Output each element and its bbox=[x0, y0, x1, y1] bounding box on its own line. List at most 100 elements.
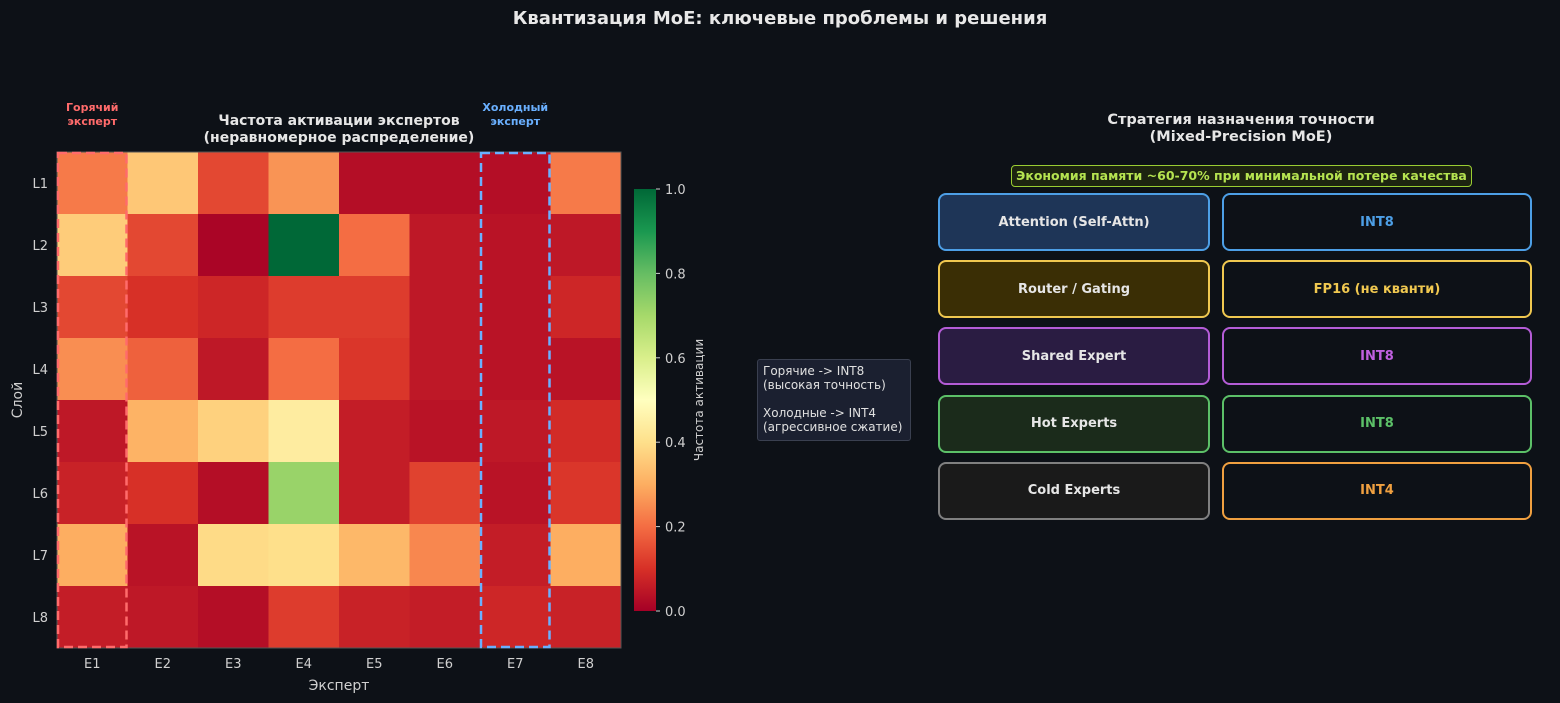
page-title: Квантизация MoE: ключевые проблемы и реш… bbox=[512, 8, 1048, 29]
heatmap-cell bbox=[409, 586, 481, 649]
heatmap-cell bbox=[57, 586, 128, 649]
precision-box: INT8 bbox=[1222, 193, 1532, 251]
y-tick-label: L7 bbox=[32, 549, 48, 564]
y-axis-label: Слой bbox=[10, 382, 26, 418]
heatmap-cell bbox=[550, 214, 622, 277]
precision-label: INT8 bbox=[1360, 214, 1394, 230]
heatmap-cell bbox=[339, 586, 410, 649]
quantization-legend: Горячие -> INT8 (высокая точность) Холод… bbox=[757, 359, 911, 441]
heatmap-cell bbox=[268, 462, 340, 525]
heatmap-cell bbox=[409, 276, 481, 339]
heatmap-cell bbox=[409, 152, 481, 215]
heatmap-cell bbox=[480, 214, 551, 277]
heatmap-cell bbox=[127, 524, 199, 587]
cold-expert-label: Холодный эксперт bbox=[482, 101, 548, 128]
heatmap-cell bbox=[268, 338, 340, 401]
x-tick-label: E1 bbox=[84, 657, 101, 672]
heatmap-cell bbox=[550, 400, 622, 463]
precision-label: INT8 bbox=[1360, 348, 1394, 364]
colorbar-label: Частота активации bbox=[692, 339, 706, 461]
colorbar-tick-label: 1.0 bbox=[665, 183, 686, 198]
legend-hot-line: Горячие -> INT8 bbox=[763, 364, 865, 378]
precision-label: INT4 bbox=[1360, 483, 1394, 499]
heatmap-cell bbox=[550, 462, 622, 525]
heatmap-cell bbox=[339, 400, 410, 463]
heatmap-cell bbox=[127, 586, 199, 649]
colorbar-tick-label: 0.2 bbox=[665, 521, 686, 536]
heatmap-cell bbox=[480, 524, 551, 587]
colorbar-tick-label: 0.8 bbox=[665, 267, 686, 282]
precision-box: FP16 (не кванти) bbox=[1222, 260, 1532, 319]
heatmap-cell bbox=[409, 400, 481, 463]
heatmap-cell bbox=[127, 152, 199, 215]
heatmap-frame bbox=[56, 151, 622, 649]
y-tick-label: L5 bbox=[32, 425, 48, 440]
heatmap-cell bbox=[339, 524, 410, 587]
y-tick-label: L6 bbox=[32, 487, 48, 502]
colorbar-tick-label: 0.4 bbox=[665, 436, 686, 451]
heatmap-cell bbox=[198, 214, 269, 277]
x-tick-label: E8 bbox=[578, 657, 595, 672]
heatmap-cell bbox=[339, 214, 410, 277]
heatmap-cell bbox=[550, 586, 622, 649]
heatmap-cell bbox=[409, 524, 481, 587]
hot-expert-highlight bbox=[56, 151, 128, 649]
heatmap-cell bbox=[57, 524, 128, 587]
heatmap-cell bbox=[57, 276, 128, 339]
strategy-title: Стратегия назначения точности (Mixed-Pre… bbox=[1041, 112, 1441, 146]
component-box: Attention (Self-Attn) bbox=[938, 193, 1210, 251]
x-tick-label: E7 bbox=[507, 657, 524, 672]
legend-cold-line: Холодные -> INT4 bbox=[763, 406, 877, 420]
heatmap-cell bbox=[127, 276, 199, 339]
component-box: Hot Experts bbox=[938, 394, 1210, 453]
heatmap-cell bbox=[480, 586, 551, 649]
heatmap-cell bbox=[268, 276, 340, 339]
legend-cold-desc: (агрессивное сжатие) bbox=[763, 420, 903, 434]
x-tick-label: E2 bbox=[155, 657, 172, 672]
precision-label: INT8 bbox=[1360, 416, 1394, 432]
activation-heatmap: Горячий эксперт Холодный эксперт Частота акт… bbox=[10, 101, 706, 694]
heatmap-cell bbox=[57, 462, 128, 525]
precision-label: FP16 (не кванти) bbox=[1313, 281, 1441, 297]
heatmap-cell bbox=[550, 338, 622, 401]
heatmap-cell bbox=[198, 338, 269, 401]
heatmap-cell bbox=[339, 152, 410, 215]
y-tick-label: L4 bbox=[32, 363, 48, 378]
component-label: Shared Expert bbox=[1021, 348, 1127, 364]
heatmap-cell bbox=[268, 152, 340, 215]
heatmap-cell bbox=[268, 400, 340, 463]
heatmap-cell bbox=[57, 214, 128, 277]
hot-expert-label: Горячий эксперт bbox=[66, 101, 118, 128]
component-label: Cold Experts bbox=[1027, 483, 1121, 499]
heatmap-cell bbox=[339, 276, 410, 339]
heatmap-cell bbox=[409, 462, 481, 525]
heatmap-cell bbox=[409, 214, 481, 277]
component-box: Cold Experts bbox=[938, 461, 1210, 520]
heatmap-cell bbox=[198, 152, 269, 215]
heatmap-cell bbox=[57, 400, 128, 463]
heatmap-cell bbox=[550, 276, 622, 339]
heatmap-cell bbox=[268, 524, 340, 587]
heatmap-cell bbox=[480, 338, 551, 401]
heatmap-cell bbox=[198, 462, 269, 525]
heatmap-cell bbox=[198, 400, 269, 463]
x-tick-label: E5 bbox=[366, 657, 383, 672]
component-label: Hot Experts bbox=[1030, 416, 1118, 432]
savings-badge: Экономия памяти ~60-70% при минимальной … bbox=[1011, 165, 1472, 187]
x-tick-label: E4 bbox=[296, 657, 313, 672]
component-label: Router / Gating bbox=[1017, 281, 1131, 297]
heatmap-title: Частота активации экспертов (неравномерно… bbox=[204, 113, 475, 146]
y-tick-label: L3 bbox=[32, 301, 48, 316]
y-tick-label: L8 bbox=[32, 611, 48, 626]
y-tick-label: L2 bbox=[32, 239, 48, 254]
heatmap-cell bbox=[127, 400, 199, 463]
heatmap-cell bbox=[550, 152, 622, 215]
x-tick-label: E3 bbox=[225, 657, 242, 672]
y-tick-label: L1 bbox=[32, 177, 48, 192]
heatmap-cell bbox=[198, 586, 269, 649]
heatmap-cell bbox=[339, 462, 410, 525]
heatmap-cell bbox=[480, 152, 551, 215]
strategy-title-line1: Стратегия назначения точности bbox=[1107, 112, 1375, 128]
cold-expert-highlight bbox=[479, 151, 551, 649]
component-box: Router / Gating bbox=[938, 260, 1210, 319]
